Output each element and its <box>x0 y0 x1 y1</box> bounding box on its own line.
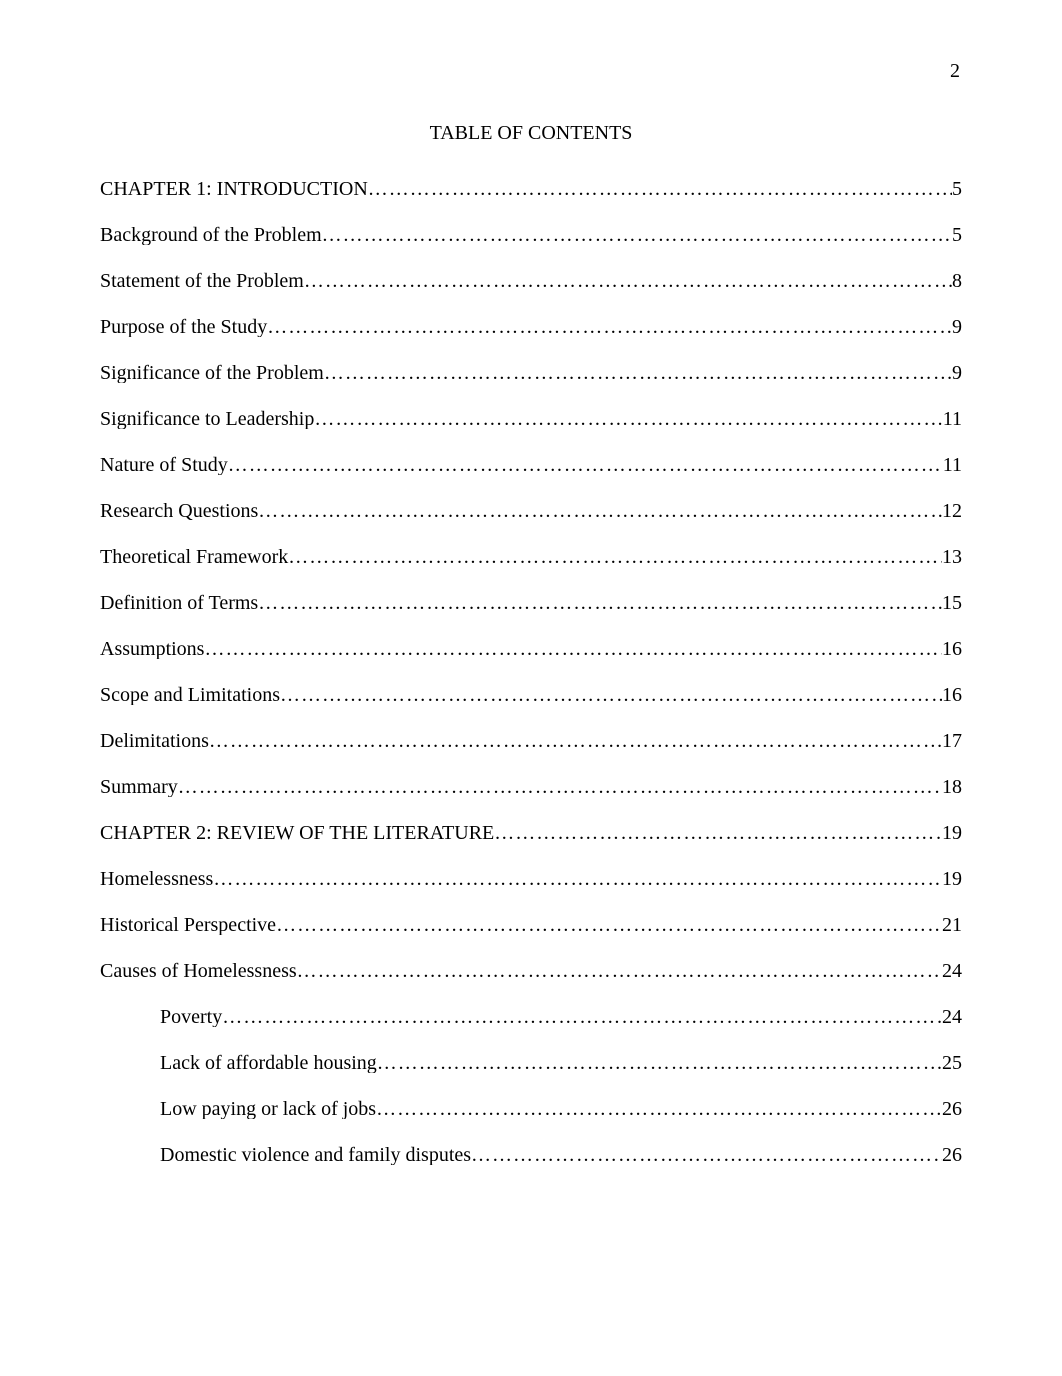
toc-entry-label: Causes of Homelessness <box>100 961 297 981</box>
toc-entry-label: Significance to Leadership <box>100 409 314 429</box>
toc-leader-dots <box>314 409 942 429</box>
toc-entry: Significance of the Problem 9 <box>100 363 962 383</box>
toc-entry-page: 12 <box>942 501 962 521</box>
toc-leader-dots <box>324 363 952 383</box>
toc-entry: Background of the Problem 5 <box>100 225 962 245</box>
toc-entry-page: 18 <box>942 777 962 797</box>
toc-leader-dots <box>222 1007 942 1027</box>
page-container: 2 TABLE OF CONTENTS CHAPTER 1: INTRODUCT… <box>0 0 1062 1376</box>
toc-leader-dots <box>204 639 942 659</box>
toc-entry-page: 9 <box>952 317 962 337</box>
toc-entry: Causes of Homelessness 24 <box>100 961 962 981</box>
toc-entry-label: Research Questions <box>100 501 258 521</box>
toc-entry: Purpose of the Study 9 <box>100 317 962 337</box>
toc-entry-page: 16 <box>942 685 962 705</box>
toc-leader-dots <box>267 317 952 337</box>
toc-entry-label: Theoretical Framework <box>100 547 288 567</box>
toc-leader-dots <box>471 1145 942 1165</box>
toc-entry: Domestic violence and family disputes 26 <box>100 1145 962 1165</box>
toc-leader-dots <box>276 915 942 935</box>
toc-entry: Significance to Leadership 11 <box>100 409 962 429</box>
toc-entry-page: 25 <box>942 1053 962 1073</box>
toc-leader-dots <box>209 731 942 751</box>
toc-entry: Scope and Limitations 16 <box>100 685 962 705</box>
toc-leader-dots <box>297 961 942 981</box>
toc-entry-label: Domestic violence and family disputes <box>160 1145 471 1165</box>
toc-leader-dots <box>258 593 942 613</box>
toc-leader-dots <box>304 271 952 291</box>
toc-entry-page: 5 <box>952 225 962 245</box>
toc-leader-dots <box>213 869 942 889</box>
toc-entry-label: Assumptions <box>100 639 204 659</box>
toc-entry-page: 11 <box>943 455 962 475</box>
toc-entry-page: 24 <box>942 1007 962 1027</box>
toc-entry-label: Historical Perspective <box>100 915 276 935</box>
toc-entry-page: 26 <box>942 1099 962 1119</box>
toc-entry-page: 11 <box>943 409 962 429</box>
toc-entry: Definition of Terms 15 <box>100 593 962 613</box>
toc-entry-label: CHAPTER 1: INTRODUCTION <box>100 179 368 199</box>
toc-leader-dots <box>494 823 942 843</box>
toc-entry-label: Significance of the Problem <box>100 363 324 383</box>
toc-title: TABLE OF CONTENTS <box>100 122 962 145</box>
toc-entry-page: 16 <box>942 639 962 659</box>
toc-entry-label: Delimitations <box>100 731 209 751</box>
toc-entry-label: Lack of affordable housing <box>160 1053 377 1073</box>
toc-entry-label: Definition of Terms <box>100 593 258 613</box>
toc-leader-dots <box>228 455 943 475</box>
toc-entry-page: 24 <box>942 961 962 981</box>
toc-leader-dots <box>322 225 952 245</box>
page-number: 2 <box>950 60 960 83</box>
toc-entry: Assumptions 16 <box>100 639 962 659</box>
toc-leader-dots <box>280 685 942 705</box>
toc-entry-label: Poverty <box>160 1007 222 1027</box>
toc-leader-dots <box>178 777 942 797</box>
toc-entry-label: Low paying or lack of jobs <box>160 1099 376 1119</box>
toc-entry: Historical Perspective 21 <box>100 915 962 935</box>
toc-leader-dots <box>258 501 942 521</box>
toc-entry-label: Nature of Study <box>100 455 228 475</box>
toc-entry-label: Scope and Limitations <box>100 685 280 705</box>
toc-entry-page: 9 <box>952 363 962 383</box>
toc-leader-dots <box>368 179 952 199</box>
toc-leader-dots <box>377 1053 942 1073</box>
toc-entry: Statement of the Problem 8 <box>100 271 962 291</box>
toc-entry: CHAPTER 1: INTRODUCTION 5 <box>100 179 962 199</box>
toc-entry: Lack of affordable housing 25 <box>100 1053 962 1073</box>
toc-entry-label: CHAPTER 2: REVIEW OF THE LITERATURE <box>100 823 494 843</box>
toc-entry-page: 19 <box>942 823 962 843</box>
toc-list: CHAPTER 1: INTRODUCTION5Background of th… <box>100 179 962 1165</box>
toc-entry: Summary 18 <box>100 777 962 797</box>
toc-entry-label: Statement of the Problem <box>100 271 304 291</box>
toc-entry-page: 13 <box>942 547 962 567</box>
toc-entry: Delimitations 17 <box>100 731 962 751</box>
toc-entry: CHAPTER 2: REVIEW OF THE LITERATURE 19 <box>100 823 962 843</box>
toc-entry: Homelessness 19 <box>100 869 962 889</box>
toc-entry: Low paying or lack of jobs 26 <box>100 1099 962 1119</box>
toc-entry: Theoretical Framework 13 <box>100 547 962 567</box>
toc-entry-page: 19 <box>942 869 962 889</box>
toc-entry-page: 21 <box>942 915 962 935</box>
toc-entry: Research Questions 12 <box>100 501 962 521</box>
toc-entry-label: Purpose of the Study <box>100 317 267 337</box>
toc-entry-page: 15 <box>942 593 962 613</box>
toc-entry: Poverty 24 <box>100 1007 962 1027</box>
toc-entry-page: 17 <box>942 731 962 751</box>
toc-leader-dots <box>288 547 942 567</box>
toc-entry-page: 8 <box>952 271 962 291</box>
toc-entry-label: Homelessness <box>100 869 213 889</box>
toc-entry-label: Background of the Problem <box>100 225 322 245</box>
toc-entry: Nature of Study 11 <box>100 455 962 475</box>
toc-entry-page: 26 <box>942 1145 962 1165</box>
toc-entry-page: 5 <box>952 179 962 199</box>
toc-leader-dots <box>376 1099 942 1119</box>
toc-entry-label: Summary <box>100 777 178 797</box>
